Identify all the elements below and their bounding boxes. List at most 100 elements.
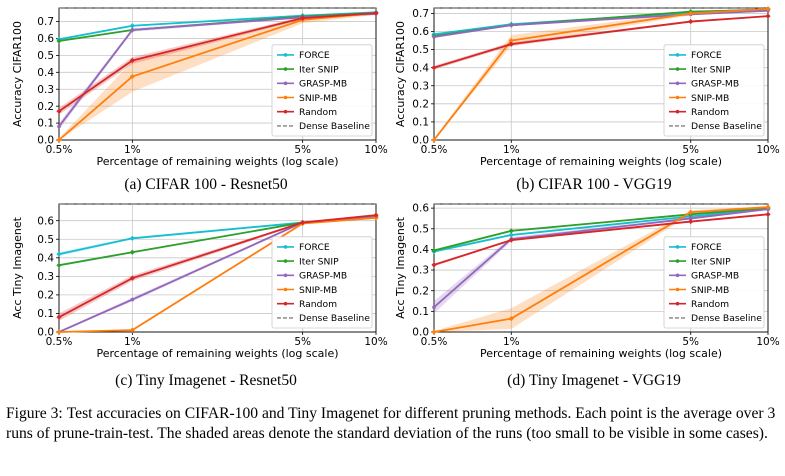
y-axis-label: Acc Tiny Imagenet bbox=[394, 216, 407, 319]
x-tick-label: 5% bbox=[682, 336, 699, 348]
data-point bbox=[129, 57, 135, 64]
legend-entry: Iter SNIP bbox=[669, 256, 731, 267]
figure-caption-text: Test accuracies on CIFAR-100 and Tiny Im… bbox=[6, 405, 776, 442]
legend-marker bbox=[675, 259, 680, 263]
legend-label: GRASP-MB bbox=[299, 271, 347, 282]
chart-c: 0.0 0.1 0.2 0.3 0.4 0.5 0.6 0.5% 1% 5% 10% Percenta… bbox=[11, 203, 388, 360]
legend-entry: GRASP-MB bbox=[669, 79, 739, 90]
y-tick-label: 0.7 bbox=[412, 8, 429, 20]
y-tick-label: 0.4 bbox=[37, 67, 54, 79]
y-tick-label: 0.1 bbox=[37, 118, 54, 130]
series-line-random bbox=[433, 213, 769, 266]
data-point bbox=[300, 15, 306, 21]
y-tick-label: 0.4 bbox=[412, 244, 429, 256]
legend-entry: GRASP-MB bbox=[669, 271, 739, 282]
legend-marker bbox=[283, 259, 288, 263]
legend-box bbox=[663, 44, 765, 137]
x-tick-label: 5% bbox=[294, 144, 311, 156]
data-point bbox=[765, 211, 771, 217]
y-tick-label: 0.2 bbox=[37, 101, 54, 113]
chart-a: 0.0 0.1 0.2 0.3 0.4 0.5 0.6 0.7 0.5% 1% 5% 10% Perce… bbox=[11, 7, 388, 168]
x-axis-label: Percentage of remaining weights (log sca… bbox=[480, 347, 722, 360]
series-line-snip-mb bbox=[433, 206, 769, 333]
y-tick-label: 0.1 bbox=[412, 117, 429, 129]
subcaption-a: (a) CIFAR 100 - Resnet50 bbox=[124, 176, 288, 193]
series-line-grasp-mb bbox=[433, 208, 769, 308]
y-tick-label: 0.3 bbox=[37, 271, 54, 283]
legend-marker bbox=[675, 53, 680, 57]
legend-label: GRASP-MB bbox=[299, 79, 347, 90]
y-tick-label: 0.2 bbox=[37, 289, 54, 301]
x-tick-label: 0.5% bbox=[46, 144, 73, 156]
x-axis-label: Percentage of remaining weights (log sca… bbox=[96, 347, 338, 360]
x-tick-label: 10% bbox=[364, 144, 387, 156]
subcaption-d: (d) Tiny Imagenet - VGG19 bbox=[507, 372, 681, 389]
legend-label: Dense Baseline bbox=[691, 313, 762, 324]
y-tick-label: 0.3 bbox=[37, 84, 54, 96]
legend-marker bbox=[675, 95, 680, 100]
y-axis-label: Accuracy CIFAR100 bbox=[394, 21, 407, 127]
legend-label: FORCE bbox=[299, 242, 330, 253]
data-point bbox=[56, 262, 62, 268]
legend-marker bbox=[283, 287, 288, 292]
series-line-snip-mb bbox=[433, 8, 769, 141]
data-point bbox=[373, 212, 379, 218]
legend-marker bbox=[675, 245, 680, 249]
legend-label: Dense Baseline bbox=[299, 121, 370, 132]
legend-box bbox=[663, 236, 765, 329]
y-tick-label: 0.1 bbox=[412, 306, 429, 318]
legend-entry: FORCE bbox=[277, 50, 330, 61]
legend-marker bbox=[675, 109, 680, 114]
std-band-snip-mb bbox=[59, 11, 376, 141]
figure-caption: Figure 3: Test accuracies on CIFAR-100 an… bbox=[6, 404, 781, 443]
data-point bbox=[508, 237, 514, 243]
series-random bbox=[431, 211, 771, 268]
legend-label: SNIP-MB bbox=[691, 93, 729, 104]
series-line-random bbox=[58, 12, 377, 112]
data-point bbox=[129, 73, 135, 80]
data-point bbox=[688, 216, 693, 221]
legend-entry: Iter SNIP bbox=[669, 64, 731, 75]
legend-marker bbox=[283, 109, 288, 114]
legend-marker bbox=[675, 81, 680, 86]
y-tick-label: 0.0 bbox=[37, 327, 54, 339]
data-point bbox=[765, 6, 771, 12]
series-line-snip-mb bbox=[58, 217, 377, 333]
legend-label: Iter SNIP bbox=[299, 64, 339, 75]
data-point bbox=[431, 329, 437, 335]
data-point bbox=[508, 228, 514, 234]
legend-entry: FORCE bbox=[669, 50, 722, 61]
y-tick-label: 0.5 bbox=[412, 223, 429, 235]
data-point bbox=[431, 262, 437, 268]
legend-entry: Iter SNIP bbox=[277, 64, 339, 75]
data-point bbox=[765, 13, 771, 19]
y-tick-label: 0.4 bbox=[412, 62, 429, 74]
data-point bbox=[130, 297, 135, 302]
y-tick-label: 0.6 bbox=[412, 26, 429, 38]
legend-box bbox=[271, 44, 373, 137]
data-point bbox=[129, 23, 135, 29]
legend-marker bbox=[283, 67, 288, 71]
legend-label: SNIP-MB bbox=[299, 93, 337, 104]
series-line-grasp-mb bbox=[433, 9, 769, 38]
y-tick-label: 0.7 bbox=[37, 16, 54, 28]
legend-marker bbox=[283, 81, 288, 86]
y-tick-label: 0.1 bbox=[37, 308, 54, 320]
x-tick-label: 1% bbox=[124, 336, 141, 348]
legend-marker bbox=[675, 67, 680, 71]
legend-marker bbox=[675, 273, 680, 278]
std-band-snip-mb bbox=[434, 8, 768, 140]
x-tick-label: 0.5% bbox=[421, 144, 448, 156]
x-tick-label: 1% bbox=[124, 144, 141, 156]
legend-label: FORCE bbox=[691, 242, 722, 253]
x-tick-label: 1% bbox=[503, 336, 520, 348]
legend-marker bbox=[283, 273, 288, 278]
legend-entry: FORCE bbox=[669, 242, 722, 253]
data-point bbox=[57, 124, 61, 129]
x-tick-label: 10% bbox=[756, 336, 779, 348]
data-point bbox=[56, 251, 62, 257]
legend-label: Iter SNIP bbox=[691, 256, 731, 267]
legend-entry: Dense Baseline bbox=[277, 121, 370, 132]
legend-entry: Random bbox=[277, 299, 337, 310]
data-point bbox=[56, 137, 62, 143]
